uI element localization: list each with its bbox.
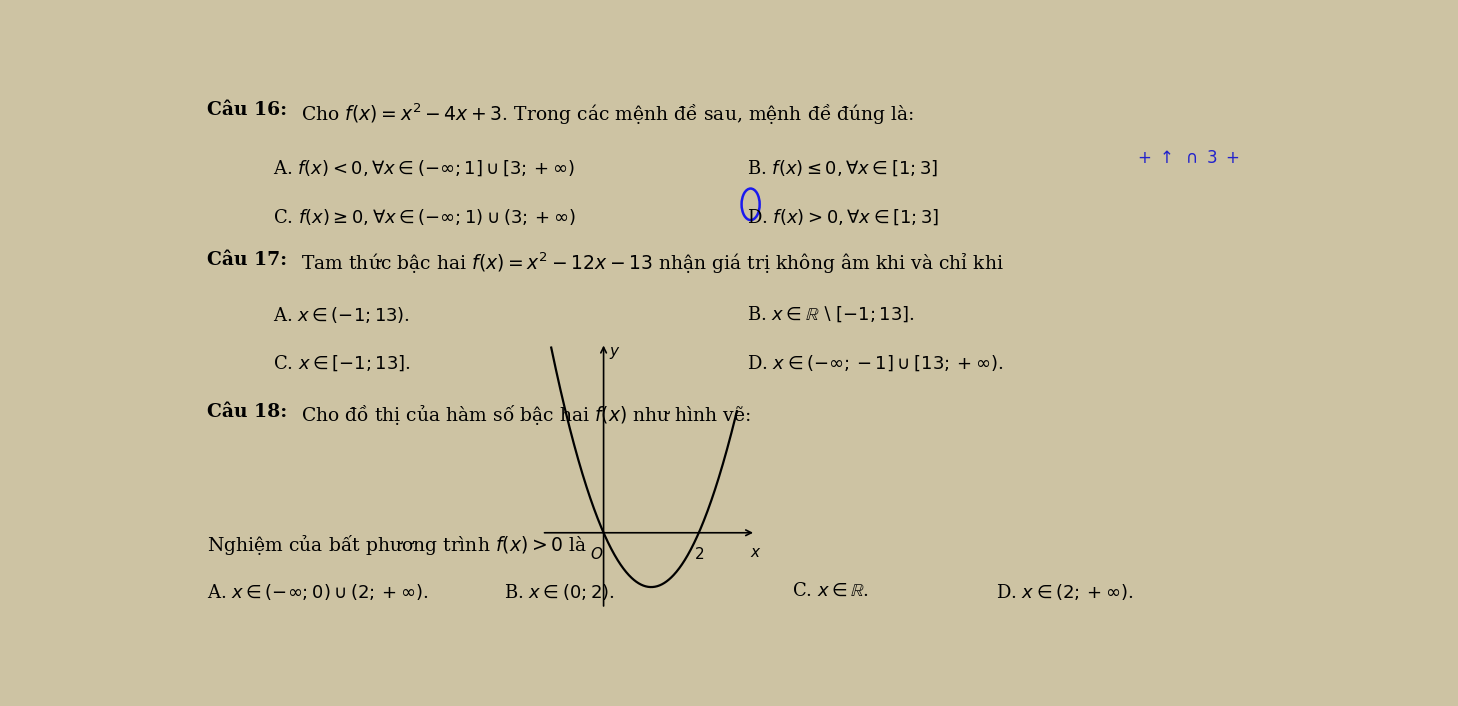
Text: A. $x\in(-\infty;0)\cup(2;+\infty)$.: A. $x\in(-\infty;0)\cup(2;+\infty)$. xyxy=(207,582,429,602)
Text: C. $x\in [-1;13]$.: C. $x\in [-1;13]$. xyxy=(273,354,410,373)
Text: $x$: $x$ xyxy=(751,546,761,561)
Text: D. $x\in(2;+\infty)$.: D. $x\in(2;+\infty)$. xyxy=(996,582,1133,602)
Text: Câu 16:: Câu 16: xyxy=(207,101,287,119)
Text: A. $x\in (-1;13)$.: A. $x\in (-1;13)$. xyxy=(273,305,410,325)
Text: B. $x\in \mathbb{R}\setminus[-1;13]$.: B. $x\in \mathbb{R}\setminus[-1;13]$. xyxy=(746,305,916,325)
Text: $2$: $2$ xyxy=(694,546,704,563)
Text: A. $f(x)<0, \forall x\in (-\infty;1]\cup[3;+\infty)$: A. $f(x)<0, \forall x\in (-\infty;1]\cup… xyxy=(273,158,574,178)
Text: D. $x\in (-\infty;-1]\cup[13;+\infty)$.: D. $x\in (-\infty;-1]\cup[13;+\infty)$. xyxy=(746,354,1003,373)
Text: Cho đồ thị của hàm số bậc hai $f(x)$ như hình vẽ:: Cho đồ thị của hàm số bậc hai $f(x)$ như… xyxy=(300,402,751,426)
Text: C. $f(x)\geq 0, \forall x\in (-\infty;1)\cup(3;+\infty)$: C. $f(x)\geq 0, \forall x\in (-\infty;1)… xyxy=(273,207,576,227)
Text: D. $f(x)>0, \forall x\in [1;3]$: D. $f(x)>0, \forall x\in [1;3]$ xyxy=(746,207,939,227)
Text: Câu 17:: Câu 17: xyxy=(207,251,287,268)
Text: $O$: $O$ xyxy=(589,546,604,563)
Text: Tam thức bậc hai $f(x)=x^2-12x-13$ nhận giá trị không âm khi và chỉ khi: Tam thức bậc hai $f(x)=x^2-12x-13$ nhận … xyxy=(300,251,1003,276)
Text: C. $x\in\mathbb{R}$.: C. $x\in\mathbb{R}$. xyxy=(793,582,869,600)
Text: $y$: $y$ xyxy=(609,345,621,361)
Text: Cho $f(x)=x^2-4x+3$. Trong các mệnh đề sau, mệnh đề đúng là:: Cho $f(x)=x^2-4x+3$. Trong các mệnh đề s… xyxy=(300,101,914,126)
Text: Câu 18:: Câu 18: xyxy=(207,402,287,421)
Text: Nghiệm của bất phương trình $f(x)>0$ là: Nghiệm của bất phương trình $f(x)>0$ là xyxy=(207,533,588,557)
Text: B. $f(x)\leq 0, \forall x\in [1;3]$: B. $f(x)\leq 0, \forall x\in [1;3]$ xyxy=(746,158,939,178)
Text: $+\ \uparrow\ \cap\ 3\ +$: $+\ \uparrow\ \cap\ 3\ +$ xyxy=(1137,150,1239,167)
Text: B. $x\in(0;2)$.: B. $x\in(0;2)$. xyxy=(504,582,615,602)
